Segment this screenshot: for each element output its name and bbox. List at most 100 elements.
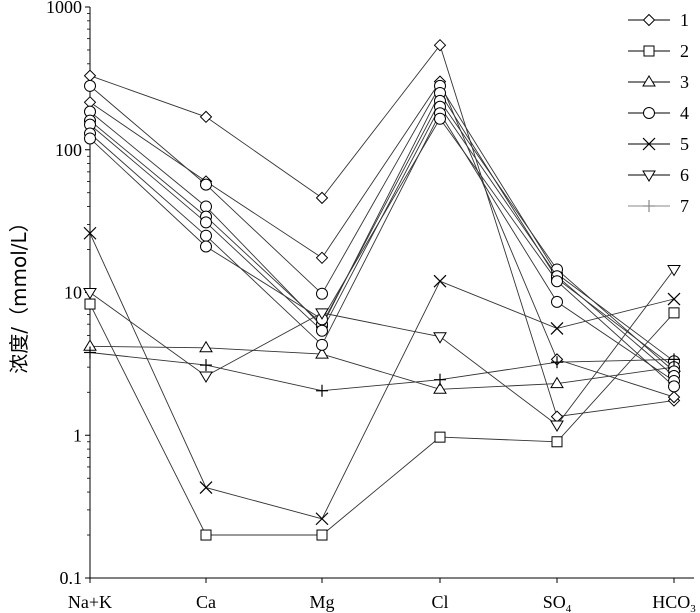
square-marker (643, 45, 655, 57)
data-point-circle (316, 324, 328, 337)
legend-entry: 2 (628, 41, 689, 61)
series-4 (84, 100, 680, 383)
data-point-diamond (83, 69, 97, 82)
series-line (89, 345, 675, 390)
series-line (89, 85, 675, 362)
y-tick-label: 1 (73, 425, 82, 445)
y-axis-title: 浓度/（mmol/L） (7, 212, 31, 373)
series-7 (84, 346, 680, 397)
series-line (89, 303, 675, 536)
data-point-triangle-down (315, 308, 329, 320)
series-4 (84, 112, 680, 393)
series-line (89, 100, 675, 372)
series-4 (84, 94, 680, 378)
legend-entry: 6 (628, 165, 689, 185)
data-point-circle (84, 132, 96, 145)
x-marker-stroke (83, 226, 97, 240)
circle-marker (643, 107, 655, 119)
data-point-triangle (199, 340, 213, 353)
series-4 (84, 107, 680, 387)
series-1 (83, 38, 681, 423)
data-point-circle (200, 229, 212, 242)
data-point-diamond (667, 390, 681, 404)
y-tick-label: 100 (55, 140, 82, 160)
legend-label: 7 (680, 196, 689, 216)
data-point-x (199, 481, 213, 494)
series-4 (84, 79, 680, 368)
data-point-circle (200, 200, 212, 213)
series-2 (84, 298, 680, 541)
data-point-circle (668, 380, 680, 393)
series-line (89, 44, 675, 418)
data-point-x (315, 512, 329, 526)
diamond-marker (642, 13, 656, 27)
data-point-circle (200, 178, 212, 191)
data-point-square (316, 529, 328, 541)
x-tick-subscript: 4 (566, 603, 572, 613)
data-point-circle (434, 112, 446, 125)
legend-entry: 1 (628, 10, 689, 30)
data-point-diamond (199, 110, 213, 124)
data-point-diamond (315, 251, 329, 265)
legend-label: 4 (680, 103, 689, 123)
legend-entry: 3 (628, 72, 689, 92)
data-point-square (434, 431, 446, 443)
legend-label: 2 (680, 41, 689, 61)
triangle-down-marker (642, 170, 656, 182)
x-marker-stroke (315, 512, 329, 526)
data-point-triangle (315, 347, 329, 359)
data-point-plus (316, 384, 328, 397)
triangle-marker (642, 75, 656, 87)
data-point-triangle-down (550, 420, 564, 432)
data-point-x (550, 322, 564, 335)
series-1 (83, 75, 681, 404)
series-line (89, 233, 675, 520)
data-point-circle (84, 79, 96, 92)
x-tick-label: SO4 (543, 592, 572, 613)
x-tick-label: HCO3 (652, 592, 696, 613)
data-point-circle (551, 295, 563, 308)
data-point-diamond (315, 191, 329, 205)
plus-marker (643, 200, 655, 212)
x-marker-stroke (199, 481, 213, 494)
series-5 (83, 226, 681, 526)
data-point-triangle-down (433, 332, 447, 344)
series-line (89, 91, 675, 368)
x-marker-stroke (642, 137, 656, 151)
data-point-plus (200, 359, 212, 372)
data-point-triangle (433, 382, 447, 394)
axes: 0.1 1 10 100 1000 Na+K Ca Mg Cl SO4 HCO3 浓度/（mmol/L… (7, 0, 696, 613)
legend-label: 3 (680, 72, 689, 92)
data-point-diamond (433, 38, 447, 52)
data-point-square (84, 298, 96, 310)
x-tick-label: Ca (196, 592, 216, 612)
series-line (89, 105, 675, 377)
x-marker-stroke (433, 274, 447, 288)
x-tick-label: Mg (309, 592, 334, 612)
data-point-circle (200, 216, 212, 229)
data-point-square (200, 529, 212, 541)
data-point-plus (434, 373, 446, 386)
data-point-circle (551, 275, 563, 288)
data-point-plus (84, 346, 96, 359)
data-point-x (433, 274, 447, 288)
data-point-circle (316, 287, 328, 300)
data-point-triangle-down (83, 288, 97, 300)
x-tick-label: Na+K (68, 592, 112, 612)
y-tick-label: 0.1 (60, 568, 83, 588)
data-point-plus (551, 356, 563, 369)
x-marker-stroke (550, 322, 564, 335)
series-4 (84, 86, 680, 374)
data-point-square (551, 436, 563, 448)
x-tick-label: Cl (431, 592, 448, 612)
data-point-circle (316, 338, 328, 351)
data-point-plus (668, 353, 680, 366)
series-line (89, 269, 675, 426)
data-point-x (83, 226, 97, 240)
series-line (89, 112, 675, 382)
series-6 (83, 264, 681, 432)
data-point-circle (200, 240, 212, 253)
data-point-x (667, 292, 681, 306)
y-tick-label: 1000 (46, 0, 82, 17)
